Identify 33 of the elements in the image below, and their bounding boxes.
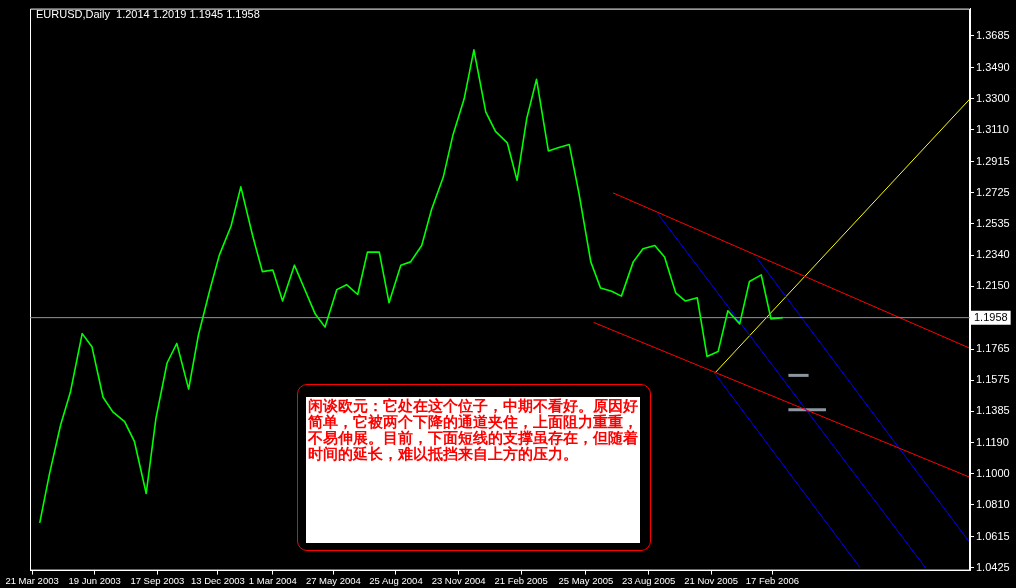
y-tick-label: 1.1000 bbox=[976, 466, 1010, 479]
y-tick-label: 1.0615 bbox=[976, 529, 1010, 542]
x-tick-label: 23 Nov 2004 bbox=[431, 574, 486, 586]
ref-line-label: 1.1958 bbox=[974, 311, 1008, 324]
y-tick-label: 1.3110 bbox=[976, 122, 1009, 135]
y-tick-label: 1.3685 bbox=[976, 29, 1010, 42]
y-tick-label: 1.2150 bbox=[976, 279, 1010, 292]
y-tick-label: 1.2535 bbox=[976, 216, 1010, 229]
note-panel: 闲谈欧元：它处在这个位子，中期不看好。原因好简单，它被两个下降的通道夹住，上面阻力重重，不易伸展。目前，下面短线的支撑虽存在，但随着时间的延长，难以抵挡来自上方的压力。 bbox=[306, 397, 640, 543]
x-tick-label: 25 Aug 2004 bbox=[369, 574, 423, 586]
y-tick-label: 1.1765 bbox=[976, 342, 1010, 355]
x-tick-label: 17 Feb 2006 bbox=[745, 574, 800, 586]
y-tick-label: 1.0810 bbox=[976, 497, 1010, 510]
y-tick-label: 1.2725 bbox=[976, 185, 1010, 198]
y-tick-label: 1.2340 bbox=[976, 248, 1010, 261]
chart-title: EURUSD,Daily 1.2014 1.2019 1.1945 1.1958 bbox=[36, 8, 260, 20]
y-tick-label: 1.1575 bbox=[976, 373, 1010, 386]
x-tick-label: 25 May 2005 bbox=[558, 574, 614, 586]
y-tick-label: 1.3300 bbox=[976, 91, 1010, 104]
x-tick-label: 21 Feb 2005 bbox=[494, 574, 548, 586]
y-tick-label: 1.1190 bbox=[976, 435, 1009, 448]
y-tick-label: 1.2915 bbox=[976, 154, 1010, 167]
x-tick-label: 21 Nov 2005 bbox=[684, 574, 739, 586]
x-tick-label: 21 Mar 2003 bbox=[5, 574, 59, 586]
y-tick-label: 1.3490 bbox=[976, 60, 1010, 73]
x-tick-label: 23 Aug 2005 bbox=[621, 574, 676, 586]
x-tick-label: 1 Mar 2004 bbox=[248, 574, 297, 586]
x-tick-label: 17 Sep 2003 bbox=[130, 574, 185, 586]
y-tick-label: 1.1385 bbox=[976, 404, 1010, 417]
x-tick-label: 27 May 2004 bbox=[305, 574, 361, 586]
x-tick-label: 13 Dec 2003 bbox=[190, 574, 245, 586]
y-tick-label: 1.0425 bbox=[976, 560, 1010, 573]
x-tick-label: 19 Jun 2003 bbox=[68, 574, 121, 586]
